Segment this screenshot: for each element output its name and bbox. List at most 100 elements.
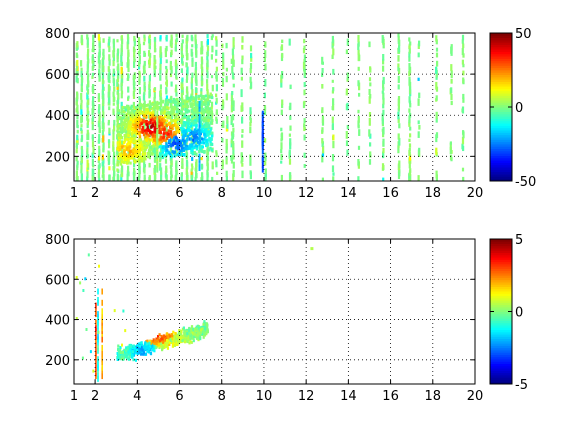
heatmap-cell — [80, 114, 83, 123]
heatmap-cell — [138, 157, 141, 161]
heatmap-cell — [133, 115, 136, 119]
heatmap-cell — [166, 148, 169, 152]
heatmap-cell — [127, 159, 130, 163]
heatmap-cell — [157, 129, 160, 133]
heatmap-cell — [129, 106, 133, 110]
heatmap-cell — [123, 138, 127, 142]
heatmap-cell — [369, 66, 372, 70]
heatmap-cell — [108, 54, 111, 61]
heatmap-cell — [211, 112, 214, 116]
heatmap-cell — [264, 168, 267, 174]
heatmap-cell — [112, 60, 115, 67]
heatmap-cell — [151, 114, 155, 118]
heatmap-cell — [211, 96, 214, 100]
heatmap-cell — [230, 140, 233, 148]
heatmap-cells — [75, 33, 465, 182]
heatmap-cell — [108, 95, 111, 103]
heatmap-cell — [147, 347, 151, 351]
heatmap-cell — [117, 344, 120, 348]
heatmap-cell — [80, 163, 83, 170]
heatmap-cell — [203, 150, 206, 153]
heatmap-cell — [191, 108, 194, 112]
heatmap-cell — [101, 83, 105, 91]
heatmap-cell — [191, 172, 194, 178]
heatmap-cell — [161, 124, 165, 128]
heatmap-cell — [154, 156, 157, 160]
heatmap-cell — [280, 174, 283, 182]
heatmap-cell — [174, 146, 178, 150]
heatmap-cell — [196, 119, 200, 123]
heatmap-cell — [174, 121, 177, 124]
heatmap-cell — [205, 138, 208, 142]
heatmap-cell — [133, 110, 137, 113]
heatmap-cell — [134, 141, 137, 145]
heatmap-cell — [231, 65, 234, 74]
heatmap-cell — [382, 138, 385, 147]
heatmap-cell — [280, 44, 284, 51]
heatmap-cell — [143, 155, 147, 159]
heatmap-cell — [195, 47, 198, 56]
heatmap-cell — [200, 111, 203, 115]
heatmap-cell — [159, 63, 162, 71]
heatmap-cell — [408, 96, 411, 103]
heatmap-cell — [202, 119, 206, 123]
heatmap-cell — [177, 138, 180, 142]
heatmap-cell — [195, 147, 199, 151]
heatmap-cell — [143, 60, 146, 66]
heatmap-cell — [176, 97, 179, 101]
heatmap-cell — [112, 157, 115, 165]
heatmap-cell — [142, 133, 146, 137]
heatmap-cell — [281, 71, 284, 79]
heatmap-cell — [159, 106, 162, 111]
colorbar-swatch — [490, 146, 512, 150]
heatmap-cell — [148, 134, 151, 138]
heatmap-cell — [398, 160, 401, 169]
heatmap-cell — [176, 153, 179, 157]
heatmap-cell — [408, 170, 412, 176]
heatmap-cell — [169, 155, 173, 158]
heatmap-cell — [161, 150, 165, 154]
heatmap-cell — [417, 149, 420, 156]
heatmap-cell — [136, 347, 139, 351]
heatmap-cell — [331, 90, 334, 94]
heatmap-cell — [332, 172, 335, 176]
heatmap-cell — [120, 48, 123, 56]
heatmap-cell — [232, 173, 235, 181]
heatmap-cell — [179, 109, 183, 113]
heatmap-cell — [189, 121, 192, 125]
heatmap-cell — [122, 160, 126, 164]
heatmap-cell — [163, 106, 166, 110]
heatmap-cell — [215, 118, 218, 124]
colorbar-swatch — [490, 178, 512, 182]
heatmap-cell — [147, 129, 151, 133]
heatmap-cell — [332, 141, 335, 149]
heatmap-cell — [170, 167, 173, 175]
heatmap-cell — [148, 43, 151, 49]
heatmap-cell — [302, 101, 306, 109]
heatmap-cell — [159, 56, 162, 64]
heatmap-cell — [132, 105, 135, 109]
heatmap-cell — [206, 119, 209, 123]
heatmap-cell — [181, 163, 184, 169]
heatmap-cell — [249, 76, 252, 83]
heatmap-cell — [130, 108, 133, 112]
colorbar-swatch — [490, 275, 512, 278]
heatmap-cell — [124, 135, 127, 139]
heatmap-cell — [98, 48, 101, 56]
heatmap-cell — [158, 339, 161, 343]
heatmap-cell — [222, 120, 225, 128]
heatmap-cell — [280, 74, 283, 83]
heatmap-cell — [194, 144, 197, 148]
heatmap-cell — [450, 44, 453, 51]
heatmap-cell — [165, 119, 169, 123]
heatmap-cell — [264, 138, 267, 143]
heatmap-cell — [86, 113, 89, 118]
colorbar-swatch — [490, 123, 512, 126]
heatmap-cell — [195, 111, 198, 115]
heatmap-cell — [156, 160, 159, 166]
heatmap-cell — [102, 48, 105, 56]
colorbar-swatch — [490, 67, 512, 71]
heatmap-cell — [332, 48, 335, 56]
heatmap-cell — [120, 354, 123, 358]
heatmap-cell — [112, 68, 115, 74]
